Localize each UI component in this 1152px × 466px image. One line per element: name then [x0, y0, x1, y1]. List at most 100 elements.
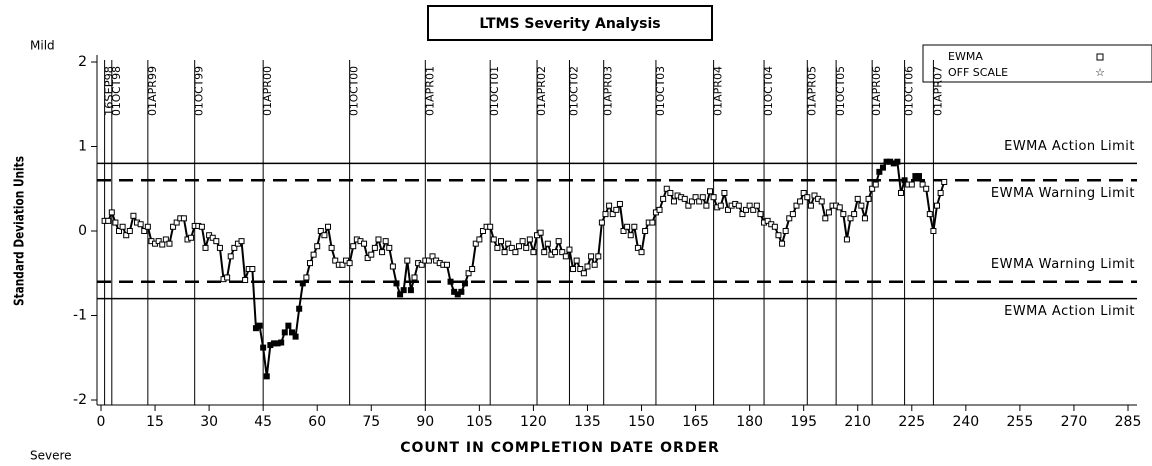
- ewma-point: [469, 266, 476, 273]
- ewma-point: [263, 373, 270, 380]
- ewma-point: [292, 333, 299, 340]
- ewma-point: [180, 215, 187, 222]
- ewma-point: [872, 181, 879, 188]
- ewma-point: [858, 202, 865, 209]
- ewma-point: [278, 339, 285, 346]
- ewma-point: [418, 261, 425, 268]
- x-tick-label: 255: [1007, 414, 1034, 430]
- reference-label: EWMA Warning Limit: [991, 186, 1135, 201]
- ewma-point: [670, 198, 677, 205]
- ewma-point: [876, 168, 883, 175]
- date-label: 16SEP98: [103, 66, 116, 116]
- ewma-point: [559, 249, 566, 256]
- ewma-point: [461, 280, 468, 287]
- date-label: 01APR03: [602, 66, 615, 116]
- ewma-point: [840, 211, 847, 218]
- y-tick-label: 0: [78, 223, 87, 239]
- ewma-point: [249, 266, 256, 273]
- ewma-point: [490, 236, 497, 243]
- legend-label: EWMA: [948, 50, 983, 63]
- y-tick-label: -2: [73, 392, 87, 408]
- reference-label: EWMA Warning Limit: [991, 257, 1135, 272]
- x-tick-label: 285: [1115, 414, 1142, 430]
- ewma-point: [843, 236, 850, 243]
- ewma-point: [602, 211, 609, 218]
- ewma-point: [472, 240, 479, 247]
- title-box: [427, 5, 713, 41]
- ewma-point: [797, 198, 804, 205]
- ewma-point: [901, 177, 908, 184]
- top-note: Mild: [30, 39, 55, 53]
- ewma-point: [800, 189, 807, 196]
- ewma-point: [775, 232, 782, 239]
- ewma-point: [382, 238, 389, 245]
- ewma-point: [476, 236, 483, 243]
- ewma-point: [314, 243, 321, 250]
- ewma-point: [638, 249, 645, 256]
- ewma-point: [209, 234, 216, 241]
- ewma-point: [660, 195, 667, 202]
- ewma-point: [915, 173, 922, 180]
- ewma-point: [379, 249, 386, 256]
- ewma-point: [591, 261, 598, 268]
- date-label: 01OCT04: [762, 66, 775, 116]
- ewma-point: [328, 244, 335, 251]
- ewma-point: [361, 240, 368, 247]
- ewma-point: [443, 261, 450, 268]
- date-label: 01OCT00: [348, 66, 361, 116]
- ewma-point: [562, 253, 569, 260]
- x-tick-label: 60: [308, 414, 326, 430]
- ewma-point: [656, 206, 663, 213]
- reference-label: EWMA Action Limit: [1004, 139, 1135, 154]
- ewma-point: [851, 211, 858, 218]
- ewma-point: [598, 219, 605, 226]
- x-tick-label: 30: [200, 414, 218, 430]
- ewma-point: [836, 204, 843, 211]
- ewma-point: [897, 189, 904, 196]
- ewma-point: [807, 202, 814, 209]
- ewma-point: [818, 198, 825, 205]
- ewma-point: [350, 243, 357, 250]
- ewma-point: [166, 240, 173, 247]
- ewma-point: [116, 228, 123, 234]
- ewma-point: [216, 244, 223, 251]
- date-label: 01OCT99: [193, 66, 206, 116]
- ewma-point: [825, 209, 832, 216]
- x-tick-label: 105: [466, 414, 493, 430]
- ewma-point: [634, 244, 641, 251]
- ewma-point: [786, 215, 793, 222]
- ewma-point: [681, 195, 688, 202]
- ewma-point: [332, 257, 339, 264]
- ewma-point: [242, 277, 249, 284]
- date-label: 01APR02: [535, 66, 548, 116]
- ewma-point: [757, 211, 764, 218]
- x-tick-label: 270: [1061, 414, 1088, 430]
- ewma-point: [793, 202, 800, 209]
- legend-symbol: ☆: [1095, 66, 1105, 79]
- ewma-point: [364, 255, 371, 262]
- ewma-point: [508, 244, 515, 251]
- date-label: 01APR00: [261, 66, 274, 116]
- ewma-point: [130, 212, 137, 219]
- ewma-point: [288, 329, 295, 336]
- ewma-point: [696, 198, 703, 205]
- ewma-point: [606, 202, 613, 209]
- ewma-point: [188, 234, 195, 241]
- ewma-point: [105, 217, 112, 224]
- ewma-point: [126, 228, 133, 234]
- ewma-point: [530, 249, 537, 256]
- date-label: 01APR04: [712, 66, 725, 116]
- x-axis-label: COUNT IN COMPLETION DATE ORDER: [400, 440, 720, 456]
- ewma-point: [202, 244, 209, 251]
- ewma-point: [631, 223, 638, 230]
- ewma-point: [847, 215, 854, 222]
- ewma-point: [570, 266, 577, 273]
- ewma-point: [310, 251, 317, 258]
- ewma-point: [854, 195, 861, 202]
- bottom-note: Severe: [30, 449, 72, 463]
- ewma-point: [321, 232, 328, 239]
- ewma-point: [934, 202, 941, 209]
- ewma-point: [339, 261, 346, 268]
- ewma-point: [368, 251, 375, 258]
- ewma-point: [613, 206, 620, 213]
